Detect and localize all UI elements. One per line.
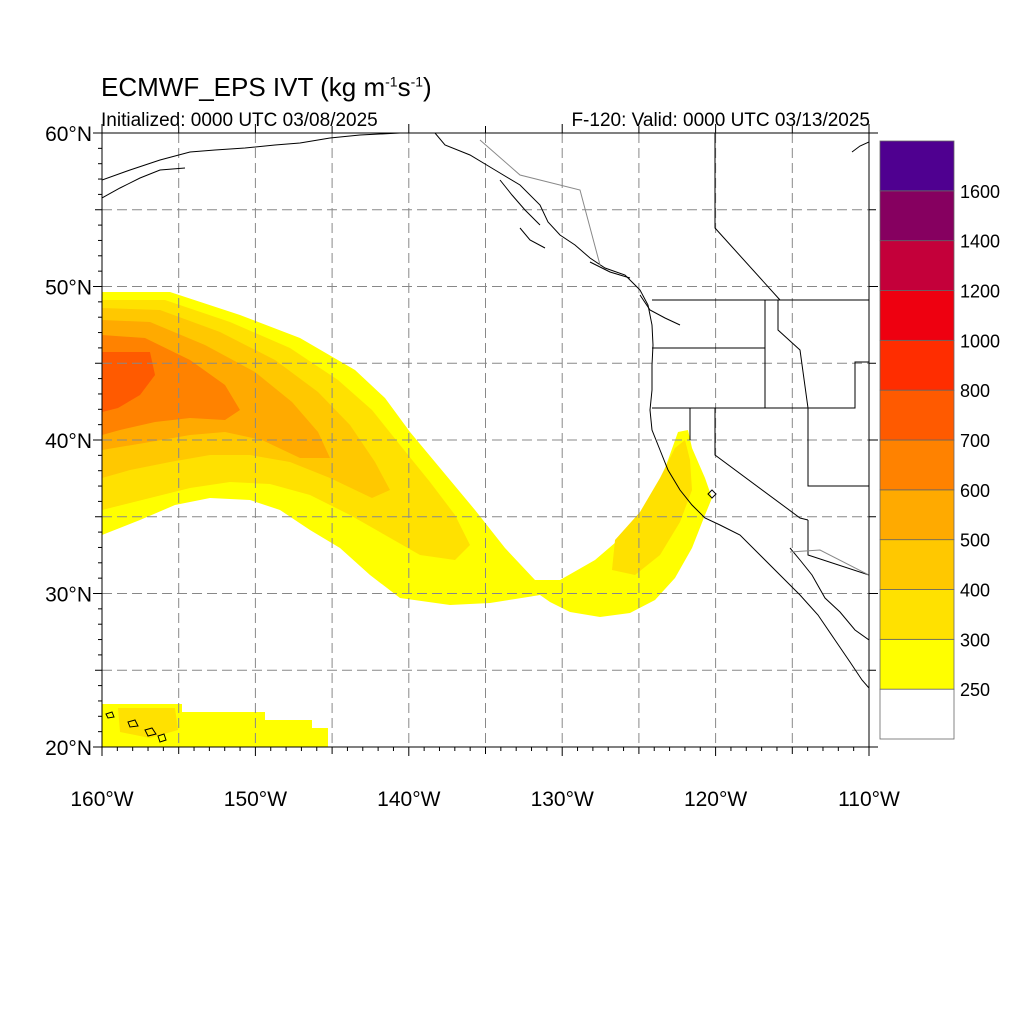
colorbar-segment: [879, 439, 955, 491]
lat-label: 50°N: [45, 277, 92, 300]
baja-gulf-coast: [789, 547, 869, 641]
colorbar-label: 500: [960, 531, 990, 551]
longitude-labels: 160°W 150°W 140°W 130°W 120°W 110°W: [70, 788, 900, 811]
colorbar-segment: [879, 638, 955, 690]
lake-tahoe: [707, 489, 717, 499]
canada-islands: [499, 179, 681, 326]
colorbar-label: 600: [960, 481, 990, 501]
lon-label: 120°W: [684, 788, 747, 811]
ivt-300-region-east: [612, 440, 692, 575]
hawaii-islands: [105, 711, 167, 743]
colorbar-segment: [879, 339, 955, 391]
lon-label: 130°W: [531, 788, 594, 811]
colorbar-label: 800: [960, 381, 990, 401]
lat-label: 20°N: [45, 737, 92, 760]
north-america-coastline: [434, 133, 869, 689]
alaska-coast: [102, 133, 401, 181]
lat-label: 60°N: [45, 123, 92, 146]
colorbar-segment: [879, 290, 955, 341]
grid-lines: [102, 133, 869, 747]
colorbar-label: 700: [960, 431, 990, 451]
alaska-peninsula: [102, 167, 186, 199]
colorbar: 250 300 400 500 600 700 800 1000 1200 1400 1600: [879, 140, 1000, 740]
valid-time: F-120: Valid: 0000 UTC 03/13/2025: [571, 110, 870, 131]
initialized-time: Initialized: 0000 UTC 03/08/2025: [101, 110, 378, 131]
colorbar-label: 300: [960, 630, 990, 650]
colorbar-segment: [879, 489, 955, 541]
colorbar-segment: [879, 190, 955, 242]
lon-label: 150°W: [224, 788, 287, 811]
colorbar-segment: [879, 140, 955, 192]
colorbar-label: 1200: [960, 282, 1000, 302]
hudson-coast-ne: [851, 141, 869, 153]
lat-label: 40°N: [45, 430, 92, 453]
colorbar-label: 1600: [960, 182, 1000, 202]
lon-label: 110°W: [838, 788, 900, 811]
lon-label: 160°W: [70, 788, 133, 811]
colorbar-segment: [879, 688, 955, 740]
colorbar-segment: [879, 389, 955, 441]
colorbar-label: 400: [960, 581, 990, 601]
latitude-labels: 60°N 50°N 40°N 30°N 20°N: [45, 123, 92, 760]
colorbar-label: 1000: [960, 331, 1000, 351]
map-title: ECMWF_EPS IVT (kg m-1s-1): [101, 72, 432, 102]
us-mexico-border: [789, 549, 869, 576]
lon-label: 140°W: [377, 788, 440, 811]
axis-ticks: [93, 124, 878, 756]
canada-province-border: [479, 139, 601, 266]
ivt-300-hawaii: [118, 708, 178, 738]
ivt-shading: [102, 292, 712, 747]
geography: [102, 133, 869, 743]
ivt-700-region: [102, 352, 155, 412]
state-borders: [652, 133, 869, 576]
lat-label: 30°N: [45, 584, 92, 607]
colorbar-segment: [879, 240, 955, 291]
colorbar-label: 1400: [960, 232, 1000, 252]
colorbar-segment: [879, 589, 955, 640]
colorbar-segment: [879, 539, 955, 590]
colorbar-label: 250: [960, 680, 990, 700]
